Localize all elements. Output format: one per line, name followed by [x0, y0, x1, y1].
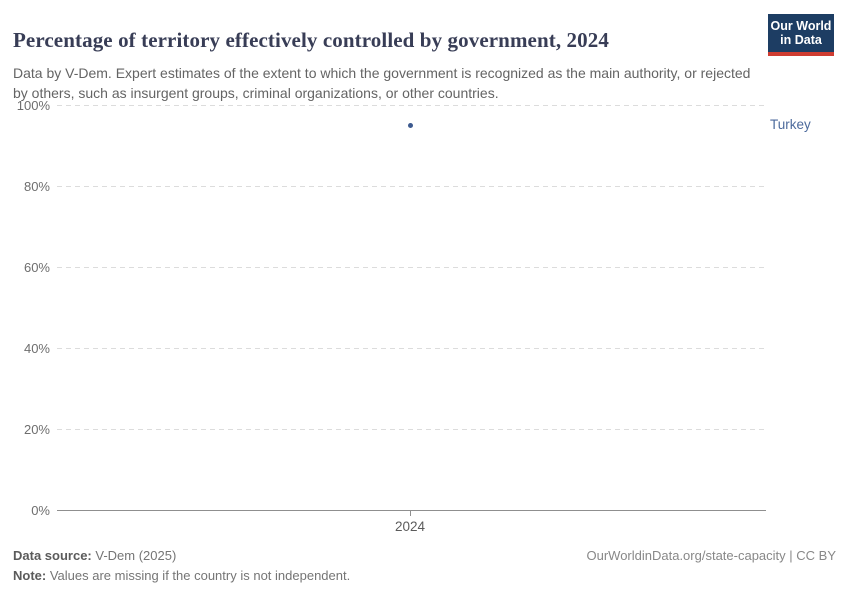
note-label: Note: [13, 568, 47, 583]
entity-label-turkey[interactable]: Turkey [770, 117, 811, 133]
y-tick-label: 40% [23, 341, 50, 356]
datasource-label: Data source: [13, 548, 92, 563]
gridline [57, 105, 766, 106]
gridline [57, 429, 766, 430]
y-tick-label: 100% [16, 98, 50, 113]
data-point-turkey[interactable] [408, 122, 413, 128]
owid-logo[interactable]: Our World in Data [768, 14, 834, 56]
owid-logo-line2: in Data [780, 33, 822, 47]
y-tick-label: 20% [23, 422, 50, 437]
chart-subtitle: Data by V-Dem. Expert estimates of the e… [13, 65, 751, 101]
datasource-value: V-Dem (2025) [91, 548, 177, 563]
x-tick-mark [410, 511, 411, 516]
x-tick-label: 2024 [394, 519, 426, 534]
gridline [57, 348, 766, 349]
datasource-line: Data source: V-Dem (2025) [13, 548, 573, 563]
license-link: OurWorldinData.org/state-capacity | CC B… [586, 548, 836, 563]
note-line: Note: Values are missing if the country … [13, 568, 663, 583]
x-axis-line [57, 510, 766, 511]
note-value: Values are missing if the country is not… [46, 568, 351, 583]
y-tick-label: 0% [31, 503, 50, 518]
gridline [57, 186, 766, 187]
owid-logo-line1: Our World [770, 18, 832, 33]
y-tick-label: 60% [23, 260, 50, 275]
chart-title: Percentage of territory effectively cont… [13, 28, 609, 53]
gridline [57, 267, 766, 268]
y-tick-label: 80% [23, 179, 50, 194]
